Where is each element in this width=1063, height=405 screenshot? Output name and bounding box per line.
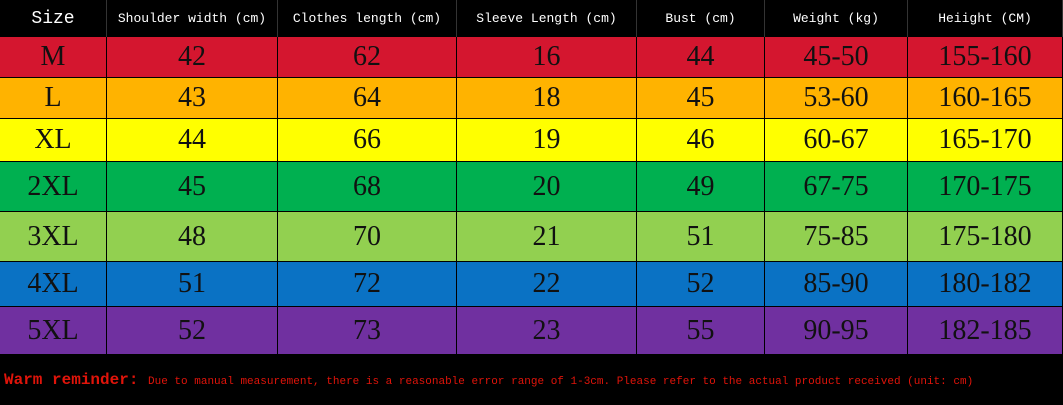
size-cell: 3XL: [0, 212, 107, 262]
value-cell: 16: [457, 37, 637, 78]
value-cell: 48: [107, 212, 278, 262]
value-cell: 180-182: [908, 262, 1063, 307]
header-cell: Weight (kg): [765, 0, 908, 37]
value-cell: 51: [637, 212, 765, 262]
value-cell: 75-85: [765, 212, 908, 262]
value-cell: 45: [107, 162, 278, 212]
value-cell: 46: [637, 119, 765, 162]
value-cell: 51: [107, 262, 278, 307]
value-cell: 44: [107, 119, 278, 162]
value-cell: 155-160: [908, 37, 1063, 78]
reminder-label: Warm reminder:: [4, 371, 139, 389]
header-cell: Clothes length (cm): [278, 0, 457, 37]
value-cell: 52: [107, 307, 278, 355]
value-cell: 67-75: [765, 162, 908, 212]
size-cell: 5XL: [0, 307, 107, 355]
value-cell: 42: [107, 37, 278, 78]
size-cell: M: [0, 37, 107, 78]
value-cell: 19: [457, 119, 637, 162]
value-cell: 64: [278, 78, 457, 119]
value-cell: 45-50: [765, 37, 908, 78]
reminder-text: Due to manual measurement, there is a re…: [148, 376, 974, 388]
value-cell: 73: [278, 307, 457, 355]
header-cell: Heiight (CM): [908, 0, 1063, 37]
value-cell: 62: [278, 37, 457, 78]
value-cell: 49: [637, 162, 765, 212]
value-cell: 53-60: [765, 78, 908, 119]
value-cell: 68: [278, 162, 457, 212]
value-cell: 85-90: [765, 262, 908, 307]
header-cell: Shoulder width (cm): [107, 0, 278, 37]
header-cell: Sleeve Length (cm): [457, 0, 637, 37]
value-cell: 175-180: [908, 212, 1063, 262]
value-cell: 165-170: [908, 119, 1063, 162]
value-cell: 66: [278, 119, 457, 162]
value-cell: 52: [637, 262, 765, 307]
size-cell: L: [0, 78, 107, 119]
value-cell: 160-165: [908, 78, 1063, 119]
size-cell: 4XL: [0, 262, 107, 307]
reminder: Warm reminder: Due to manual measurement…: [4, 371, 973, 389]
value-cell: 23: [457, 307, 637, 355]
header-cell: Bust (cm): [637, 0, 765, 37]
value-cell: 60-67: [765, 119, 908, 162]
value-cell: 45: [637, 78, 765, 119]
value-cell: 90-95: [765, 307, 908, 355]
value-cell: 55: [637, 307, 765, 355]
value-cell: 44: [637, 37, 765, 78]
size-cell: 2XL: [0, 162, 107, 212]
value-cell: 43: [107, 78, 278, 119]
value-cell: 182-185: [908, 307, 1063, 355]
value-cell: 21: [457, 212, 637, 262]
value-cell: 22: [457, 262, 637, 307]
header-cell: Size: [0, 0, 107, 37]
value-cell: 72: [278, 262, 457, 307]
value-cell: 70: [278, 212, 457, 262]
value-cell: 18: [457, 78, 637, 119]
size-cell: XL: [0, 119, 107, 162]
value-cell: 20: [457, 162, 637, 212]
value-cell: 170-175: [908, 162, 1063, 212]
